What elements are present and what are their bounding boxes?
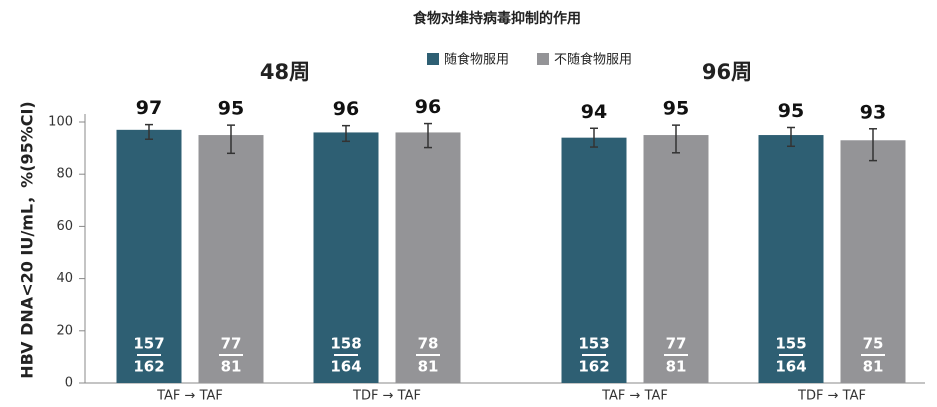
numerator-label: 75 (863, 335, 884, 353)
bar (840, 140, 906, 383)
bar (395, 132, 461, 383)
x-tick-label: TAF → TAF (601, 389, 668, 404)
y-tick-label: 20 (56, 323, 73, 338)
denominator-label: 81 (666, 358, 687, 376)
denominator-label: 164 (775, 358, 806, 376)
panel-title: 96周 (702, 60, 752, 84)
value-label: 94 (581, 101, 607, 123)
denominator-label: 162 (133, 358, 164, 376)
numerator-label: 155 (775, 335, 806, 353)
chart-title: 食物对维持病毒抑制的作用 (413, 10, 581, 27)
legend-label: 随食物服用 (444, 52, 509, 68)
value-label: 95 (663, 98, 689, 120)
bar (561, 137, 627, 383)
y-tick-label: 0 (65, 376, 73, 391)
bar (758, 135, 824, 383)
legend-swatch (427, 53, 439, 65)
x-tick-label: TAF → TAF (156, 389, 223, 404)
denominator-label: 81 (863, 358, 884, 376)
numerator-label: 158 (330, 335, 361, 353)
value-label: 95 (778, 100, 804, 122)
denominator-label: 164 (330, 358, 361, 376)
value-label: 96 (333, 98, 359, 120)
value-label: 96 (415, 96, 441, 118)
denominator-label: 162 (578, 358, 609, 376)
y-tick-label: 60 (56, 219, 73, 234)
numerator-label: 78 (418, 335, 439, 353)
numerator-label: 77 (666, 335, 687, 353)
legend-label: 不随食物服用 (554, 52, 632, 68)
bar (313, 132, 379, 383)
x-tick-label: TDF → TAF (797, 389, 866, 404)
panel-title: 48周 (260, 60, 310, 84)
numerator-label: 153 (578, 335, 609, 353)
x-tick-label: TDF → TAF (352, 389, 421, 404)
value-label: 95 (218, 98, 244, 120)
y-axis-label: HBV DNA<20 IU/mL，%(95%CI) (18, 101, 37, 379)
denominator-label: 81 (221, 358, 242, 376)
numerator-label: 157 (133, 335, 164, 353)
y-tick-label: 40 (56, 271, 73, 286)
y-tick-label: 100 (48, 115, 73, 130)
bar (643, 135, 709, 383)
y-tick-label: 80 (56, 167, 73, 182)
legend-swatch (537, 53, 549, 65)
value-label: 93 (860, 101, 886, 123)
value-label: 97 (136, 97, 162, 119)
denominator-label: 81 (418, 358, 439, 376)
bar (116, 129, 182, 383)
bar (198, 135, 264, 383)
numerator-label: 77 (221, 335, 242, 353)
